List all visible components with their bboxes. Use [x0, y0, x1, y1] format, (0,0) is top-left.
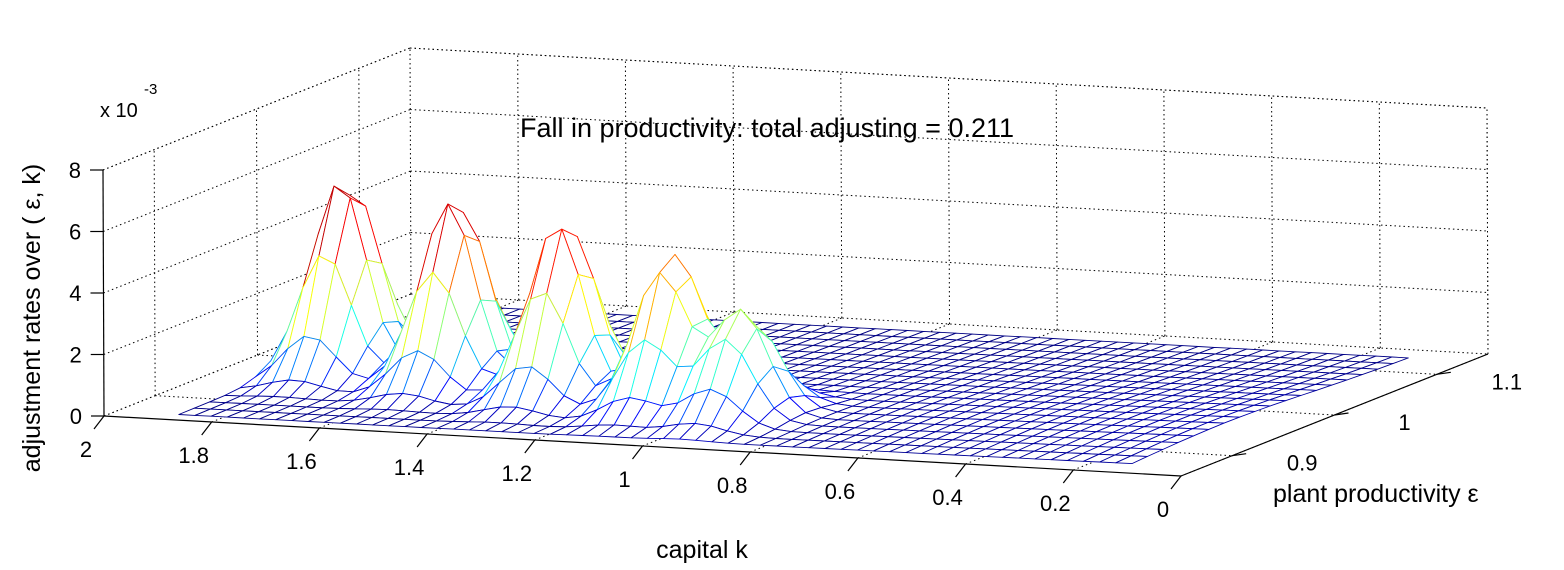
grid-line-eps-left: [153, 149, 156, 396]
x-tick-mark: [955, 463, 967, 478]
grid-line-k-back: [624, 59, 627, 307]
y-tick-mark: [1436, 371, 1451, 375]
x-tick-mark: [93, 415, 105, 430]
y-tick-label: 0.9: [1287, 451, 1318, 476]
x-tick-mark: [739, 451, 751, 466]
z-multiplier: x 10: [100, 100, 138, 122]
grid-line-k-back: [840, 71, 843, 319]
x-tick-mark: [524, 439, 536, 454]
x-tick-mark: [1170, 475, 1182, 490]
x-tick-label: 1.6: [286, 449, 317, 474]
x-tick-label: 0.2: [1040, 491, 1071, 516]
box-edge: [102, 47, 411, 171]
z-axis-label: adjustment rates over ( ε, k): [18, 164, 46, 472]
grid-line-k-back: [1271, 95, 1274, 343]
z-multiplier-exponent: -3: [144, 81, 157, 98]
x-tick-mark: [308, 427, 320, 442]
x-tick-label: 1.8: [178, 443, 209, 468]
grid-line-k-back: [1163, 89, 1166, 337]
x-tick-label: 1: [618, 467, 630, 492]
x-tick-mark: [1062, 469, 1074, 484]
grid-line-z-left: [103, 170, 411, 294]
z-tick-label: 4: [69, 281, 81, 306]
axis-layer: [90, 169, 1489, 490]
y-tick-label: 1.1: [1492, 369, 1523, 394]
grid-line-k-back: [517, 53, 520, 301]
chart-title: Fall in productivity: total adjusting = …: [520, 113, 1014, 143]
x-tick-label: 0.8: [717, 473, 748, 498]
grid-line-eps-left: [256, 108, 258, 356]
x-tick-label: 1.2: [502, 461, 533, 486]
grid-line-k-back: [1055, 83, 1058, 331]
x-tick-mark: [416, 433, 428, 448]
grid-line-k-back: [948, 77, 950, 325]
x-tick-mark: [201, 421, 213, 436]
grid-line-k-back: [732, 65, 735, 313]
z-tick-label: 8: [69, 158, 81, 183]
surface-mesh: [178, 185, 1409, 465]
x-tick-label: 0: [1157, 497, 1169, 522]
y-axis-label: plant productivity ε: [1273, 480, 1479, 508]
x-tick-label: 1.4: [394, 455, 425, 480]
x-tick-mark: [632, 445, 643, 460]
x-tick-label: 2: [80, 437, 92, 462]
x-axis-label: capital k: [656, 536, 748, 564]
z-tick-label: 2: [70, 343, 82, 368]
grid-line-k-back: [1378, 101, 1381, 349]
grid-line-k-back: [409, 47, 412, 295]
box-edge: [1486, 107, 1489, 355]
x-tick-label: 0.4: [932, 485, 963, 510]
grid-line-z-left: [103, 109, 411, 232]
x-tick-label: 0.6: [825, 479, 856, 504]
z-tick-label: 0: [70, 404, 82, 429]
tick-labels: 0 0.2 0.4 0.6 0.8 1 1.2 1.4 1.6 1.8 2 0.9 1 1.1 0 2 4 6 8: [69, 158, 1522, 522]
y-tick-mark: [1334, 412, 1349, 416]
x-tick-mark: [847, 457, 859, 472]
y-tick-label: 1: [1398, 410, 1410, 435]
z-tick-label: 6: [69, 220, 81, 245]
surface-cell: [1115, 455, 1148, 465]
y-tick-mark: [1232, 453, 1247, 457]
